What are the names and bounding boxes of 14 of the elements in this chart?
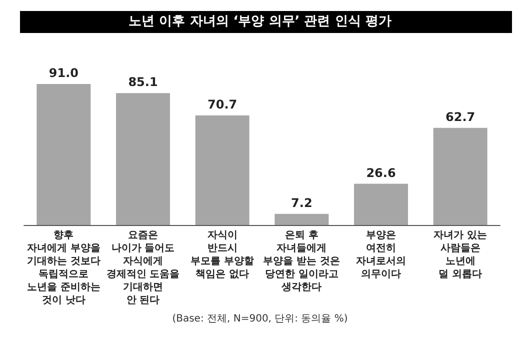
chart-title: 노년 이후 자녀의 ‘부양 의무’ 관련 인식 평가	[128, 14, 392, 29]
data-label: 70.7	[208, 97, 238, 112]
data-label: 91.0	[48, 66, 78, 80]
x-tick-label: 향후 자녀에게 부양을 기대하는 것보다 독립적으로 노년을 준비하는 것이 낫다	[26, 230, 100, 306]
data-label: 7.2	[291, 196, 312, 210]
text: (Base: 전체, N=900, 단위: 동의율 %)	[172, 314, 348, 324]
data-label: 26.6	[366, 166, 396, 180]
x-tick-label: 은퇴 후 자녀들에게 부양을 받는 것은 당연한 일이라고 생각한다	[263, 230, 340, 293]
x-tick-label: 부양은 여전히 자녀로서의 의무이다	[356, 230, 406, 280]
x-tick-label: 요즘은 나이가 들어도 자식에게 경제적인 도움을 기대하면 안 된다	[106, 230, 180, 306]
data-label: 85.1	[128, 75, 158, 90]
x-tick-label: 자녀가 있는 사람들은 노년에 덜 외롭다	[434, 230, 488, 280]
data-label: 62.7	[446, 110, 476, 124]
x-tick-label: 자식이 반드시 부모를 부양할 책임은 없다	[190, 230, 254, 280]
